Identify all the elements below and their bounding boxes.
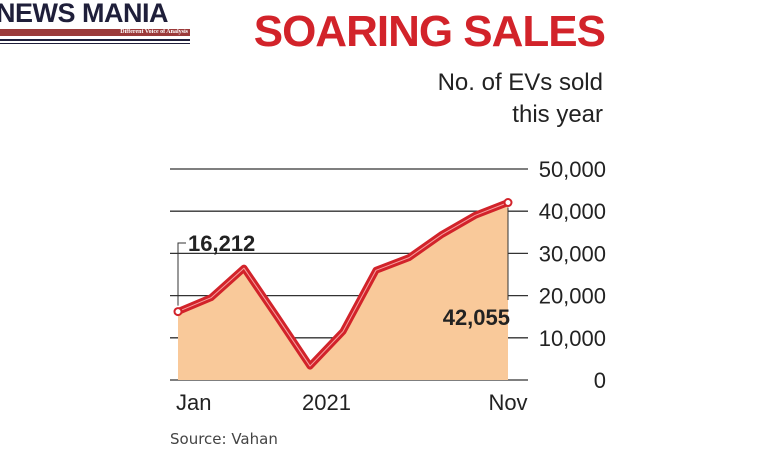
- y-tick-label: 10,000: [539, 326, 606, 351]
- x-tick-label: 2021: [302, 390, 351, 415]
- y-tick-label: 50,000: [539, 157, 606, 182]
- x-tick-label: Nov: [488, 390, 527, 415]
- data-point: [208, 295, 214, 301]
- data-point: [406, 255, 412, 261]
- y-tick-label: 30,000: [539, 241, 606, 266]
- data-point: [241, 265, 247, 271]
- annotation-label: 42,055: [443, 305, 510, 330]
- annotation-leader: [177, 242, 186, 306]
- endpoint-marker: [173, 307, 183, 317]
- data-point: [373, 267, 379, 273]
- data-point: [472, 212, 478, 218]
- y-tick-label: 20,000: [539, 284, 606, 309]
- data-point: [340, 328, 346, 334]
- data-point: [307, 363, 313, 369]
- chart-title: SOARING SALES: [254, 7, 605, 56]
- series-line-highlight: [177, 202, 509, 367]
- x-tick-label: Jan: [176, 390, 211, 415]
- data-point: [274, 314, 280, 320]
- endpoint-marker: [503, 198, 513, 208]
- logo-tagline: Different Voice of Analysis: [0, 29, 190, 36]
- area-fill: [178, 202, 508, 380]
- chart-subtitle-line1: No. of EVs sold: [438, 69, 603, 96]
- source-note: Source: Vahan: [170, 430, 278, 448]
- annotation-label: 16,212: [188, 231, 255, 256]
- chart-subtitle-line2: this year: [512, 101, 603, 128]
- data-point: [439, 231, 445, 237]
- news-mania-logo: NEWS MANIA Different Voice of Analysis: [0, 0, 190, 44]
- y-tick-label: 0: [594, 368, 606, 393]
- logo-name: NEWS MANIA: [0, 0, 169, 28]
- y-tick-label: 40,000: [539, 199, 606, 224]
